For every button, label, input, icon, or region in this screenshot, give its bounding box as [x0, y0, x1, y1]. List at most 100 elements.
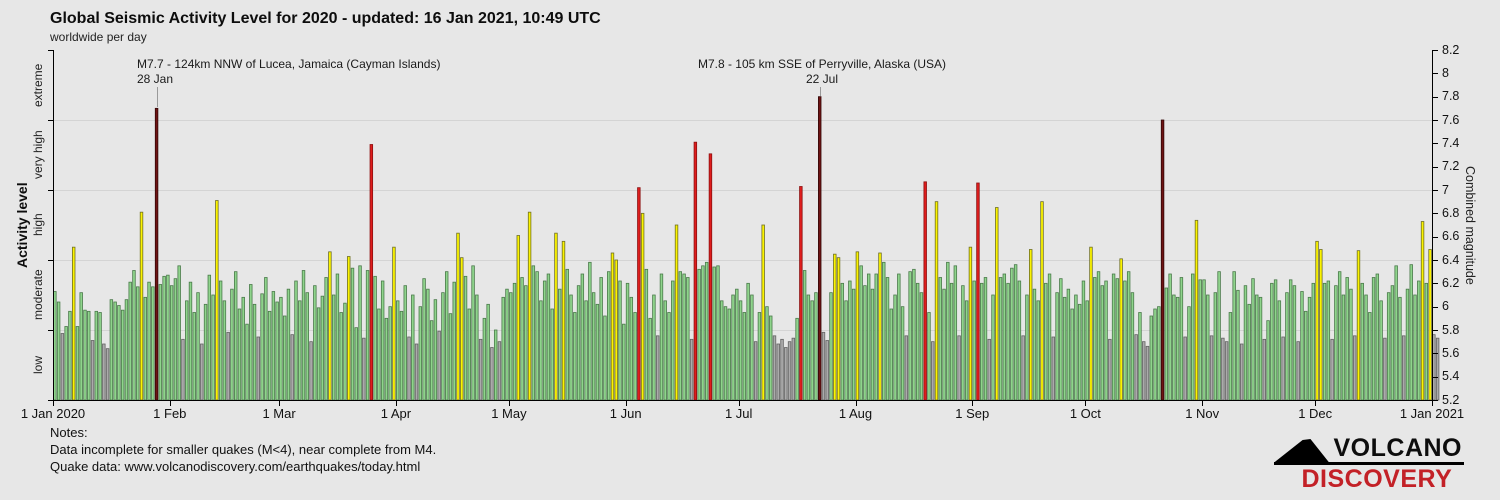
bar-day-4: [64, 326, 68, 401]
bar-day-242: [961, 285, 965, 401]
right-axis-tick-label: 8.2: [1442, 42, 1460, 57]
bar-day-12: [94, 310, 98, 401]
bar-day-88: [380, 280, 385, 401]
logo-discovery-text: DISCOVERY: [1301, 465, 1453, 493]
bar-day-227: [904, 335, 909, 401]
bar-day-59: [271, 291, 276, 401]
bar-day-316: [1239, 343, 1244, 401]
month-label: 1 Nov: [1185, 406, 1220, 421]
month-tick: [738, 400, 740, 406]
bar-day-364: [1420, 221, 1425, 401]
bar-day-337: [1319, 249, 1323, 401]
bar-day-293: [1153, 308, 1157, 401]
bar-day-131: [542, 280, 547, 401]
bar-day-353: [1379, 300, 1383, 401]
bar-day-287: [1130, 292, 1135, 401]
bar-day-297: [1168, 273, 1172, 401]
bar-day-33: [173, 278, 178, 401]
annotation-alaska-date: 22 Jul: [805, 72, 839, 86]
bar-day-276: [1089, 246, 1093, 401]
bar-day-223: [889, 308, 893, 401]
right-axis-tick-label: 7.8: [1442, 89, 1460, 104]
bar-day-366: [1428, 249, 1432, 401]
bar-day-193: [776, 343, 780, 401]
bar-day-108: [456, 232, 460, 401]
bar-day-141: [580, 273, 585, 401]
bar-day-210: [840, 282, 845, 401]
right-axis-tick: [1432, 330, 1438, 331]
bar-day-9: [83, 309, 87, 401]
right-axis-tick: [1432, 96, 1438, 98]
bar-day-120: [501, 296, 505, 401]
bar-day-171: [693, 141, 698, 401]
month-label: 1 Feb: [153, 406, 187, 421]
bar-day-189: [761, 224, 765, 401]
gridline: [53, 330, 1432, 331]
bar-day-349: [1364, 294, 1368, 401]
right-axis-tick: [1432, 400, 1438, 401]
bar-day-111: [467, 308, 471, 401]
bar-day-244: [968, 246, 973, 401]
bar-day-84: [365, 270, 370, 401]
bar-day-283: [1115, 278, 1120, 401]
bars-layer: [53, 96, 1440, 401]
bar-day-127: [527, 211, 532, 401]
bar-day-325: [1273, 279, 1278, 401]
annotation-pointer-2: [819, 87, 821, 96]
bar-day-306: [1202, 279, 1206, 401]
bar-day-186: [750, 294, 754, 401]
bar-day-97: [414, 343, 419, 401]
bar-day-25: [143, 296, 147, 401]
bar-day-207: [829, 292, 833, 401]
bar-day-296: [1164, 287, 1169, 401]
bar-day-130: [539, 300, 543, 401]
bar-day-216: [863, 285, 867, 401]
bar-day-162: [659, 273, 664, 401]
bar-day-40: [200, 343, 204, 401]
bar-day-66: [298, 300, 302, 401]
bar-day-102: [433, 299, 438, 401]
right-axis-tick-label: 5.4: [1442, 369, 1460, 384]
left-category-label-moderate: moderate: [31, 269, 45, 321]
bar-day-214: [855, 251, 860, 401]
left-axis-tick: [48, 190, 53, 191]
bar-day-177: [716, 265, 720, 401]
bar-day-51: [241, 296, 245, 401]
bar-day-178: [720, 300, 724, 401]
month-tick: [169, 400, 171, 406]
month-tick: [279, 400, 281, 406]
bar-day-45: [218, 280, 223, 401]
bar-day-185: [746, 282, 750, 401]
bar-day-106: [448, 313, 453, 401]
bar-day-224: [893, 294, 897, 401]
bar-day-195: [784, 347, 788, 401]
bar-day-48: [230, 288, 234, 401]
month-label: 1 Jul: [724, 406, 753, 421]
bar-day-245: [972, 280, 976, 401]
bar-day-182: [735, 288, 739, 401]
bar-day-47: [226, 331, 230, 401]
bar-day-190: [765, 306, 769, 401]
month-tick: [855, 400, 857, 406]
right-axis-tick-label: 8: [1442, 65, 1449, 80]
bar-day-199: [799, 186, 803, 401]
bar-day-188: [757, 312, 762, 401]
bar-day-263: [1040, 201, 1044, 401]
bar-day-98: [418, 306, 423, 401]
bar-day-60: [275, 301, 279, 401]
right-axis-tick-label: 6.2: [1442, 275, 1460, 290]
bar-day-104: [441, 292, 445, 401]
bar-day-142: [584, 300, 588, 401]
notes-line-2: Quake data: www.volcanodiscovery.com/ear…: [50, 459, 421, 474]
bar-day-332: [1300, 291, 1304, 401]
bar-day-14: [102, 343, 106, 401]
bar-day-365: [1424, 282, 1429, 401]
bar-day-194: [780, 338, 784, 401]
bar-day-322: [1262, 338, 1266, 401]
bar-day-201: [806, 294, 811, 401]
bar-day-328: [1285, 292, 1289, 401]
bar-day-116: [486, 303, 490, 401]
left-axis-tick: [48, 330, 53, 331]
bar-day-307: [1206, 294, 1210, 401]
